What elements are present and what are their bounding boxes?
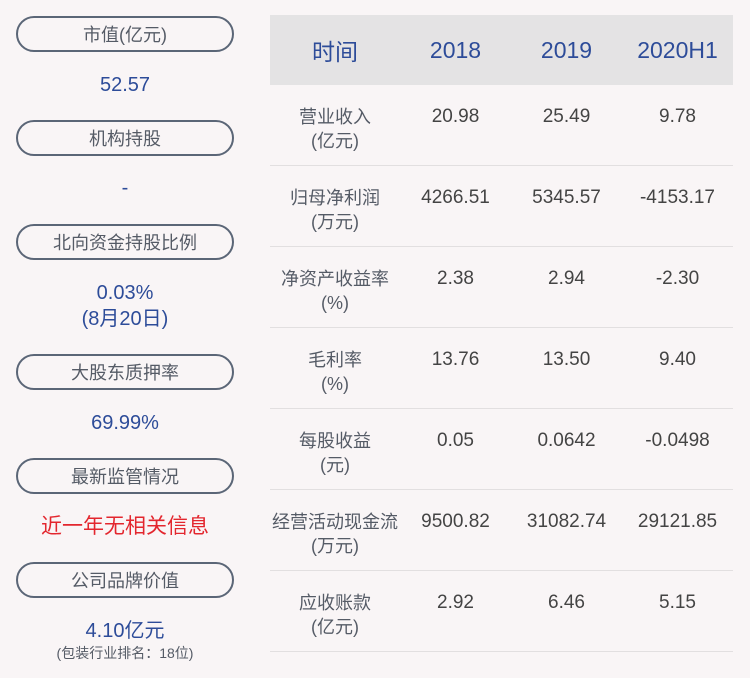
cell-2018: 2.92 bbox=[437, 592, 474, 613]
cell-2018: 9500.82 bbox=[421, 511, 490, 532]
value-brand-value: 4.10亿元 bbox=[85, 620, 165, 642]
cell-2020h1: 9.40 bbox=[659, 349, 696, 370]
row-label-unit: (元) bbox=[320, 455, 350, 475]
row-label-unit: (万元) bbox=[311, 212, 359, 232]
row-label: 归母净利润 (万元) bbox=[270, 186, 400, 234]
row-label-unit: (%) bbox=[321, 374, 349, 394]
value-northbound-date: (8月20日) bbox=[81, 308, 169, 330]
cell-2020h1: 9.78 bbox=[659, 106, 696, 127]
row-label-text: 应收账款 bbox=[299, 593, 371, 613]
financial-table: 时间 2018 2019 2020H1 营业收入 (亿元) 20.98 25.4… bbox=[270, 15, 733, 652]
cell-2018: 2.38 bbox=[437, 268, 474, 289]
cell-2019: 0.0642 bbox=[537, 430, 596, 451]
table-row: 净资产收益率 (%) 2.38 2.94 -2.30 bbox=[270, 247, 733, 328]
label-regulatory-status: 最新监管情况 bbox=[16, 458, 234, 494]
cell-2019: 13.50 bbox=[542, 349, 591, 370]
row-label-text: 归母净利润 bbox=[290, 188, 380, 208]
cell-2020h1: 29121.85 bbox=[637, 511, 718, 532]
cell-2019: 5345.57 bbox=[532, 187, 601, 208]
row-label-unit: (亿元) bbox=[311, 131, 359, 151]
value-northbound-ratio: 0.03% bbox=[96, 282, 154, 304]
row-label-text: 净资产收益率 bbox=[281, 269, 389, 289]
cell-2020h1: 5.15 bbox=[659, 592, 696, 613]
row-label: 应收账款 (亿元) bbox=[270, 591, 400, 639]
table-row: 归母净利润 (万元) 4266.51 5345.57 -4153.17 bbox=[270, 166, 733, 247]
cell-2019: 2.94 bbox=[548, 268, 585, 289]
cell-2018: 4266.51 bbox=[421, 187, 490, 208]
label-brand-value: 公司品牌价值 bbox=[16, 562, 234, 598]
row-label: 经营活动现金流 (万元) bbox=[270, 510, 400, 558]
row-label-unit: (万元) bbox=[311, 536, 359, 556]
row-label-text: 经营活动现金流 bbox=[272, 512, 398, 532]
table-row: 营业收入 (亿元) 20.98 25.49 9.78 bbox=[270, 85, 733, 166]
value-market-cap: 52.57 bbox=[99, 74, 151, 96]
value-regulatory-status: 近一年无相关信息 bbox=[41, 515, 209, 538]
left-panel: 市值(亿元) 52.57 机构持股 - 北向资金持股比例 0.03% (8月20… bbox=[0, 0, 250, 678]
cell-2018: 0.05 bbox=[437, 430, 474, 451]
header-2018: 2018 bbox=[429, 36, 482, 63]
row-label-text: 毛利率 bbox=[308, 350, 362, 370]
cell-2018: 13.76 bbox=[431, 349, 480, 370]
value-brand-rank: (包装行业排名：18位) bbox=[56, 645, 194, 661]
label-institutional-holding: 机构持股 bbox=[16, 120, 234, 156]
cell-2018: 20.98 bbox=[431, 106, 480, 127]
cell-2019: 6.46 bbox=[548, 592, 585, 613]
cell-2019: 25.49 bbox=[542, 106, 591, 127]
value-institutional-holding: - bbox=[121, 177, 129, 199]
row-label: 每股收益 (元) bbox=[270, 429, 400, 477]
cell-2020h1: -0.0498 bbox=[645, 430, 710, 451]
cell-2019: 31082.74 bbox=[526, 511, 607, 532]
row-label-unit: (亿元) bbox=[311, 617, 359, 637]
row-label-unit: (%) bbox=[321, 293, 349, 313]
table-row: 每股收益 (元) 0.05 0.0642 -0.0498 bbox=[270, 409, 733, 490]
row-label-text: 营业收入 bbox=[299, 107, 371, 127]
row-label-text: 每股收益 bbox=[299, 431, 371, 451]
table-row: 经营活动现金流 (万元) 9500.82 31082.74 29121.85 bbox=[270, 490, 733, 571]
row-label: 净资产收益率 (%) bbox=[270, 267, 400, 315]
header-2019: 2019 bbox=[540, 36, 593, 63]
table-row: 毛利率 (%) 13.76 13.50 9.40 bbox=[270, 328, 733, 409]
label-market-cap: 市值(亿元) bbox=[16, 16, 234, 52]
label-northbound-ratio: 北向资金持股比例 bbox=[16, 224, 234, 260]
row-label: 营业收入 (亿元) bbox=[270, 105, 400, 153]
cell-2020h1: -4153.17 bbox=[639, 187, 715, 208]
value-pledge-ratio: 69.99% bbox=[91, 412, 159, 434]
row-label: 毛利率 (%) bbox=[270, 348, 400, 396]
header-2020h1: 2020H1 bbox=[637, 36, 718, 63]
table-row: 应收账款 (亿元) 2.92 6.46 5.15 bbox=[270, 571, 733, 652]
table-header: 时间 2018 2019 2020H1 bbox=[270, 15, 733, 85]
label-pledge-ratio: 大股东质押率 bbox=[16, 354, 234, 390]
header-time: 时间 bbox=[312, 39, 358, 65]
cell-2020h1: -2.30 bbox=[655, 268, 700, 289]
